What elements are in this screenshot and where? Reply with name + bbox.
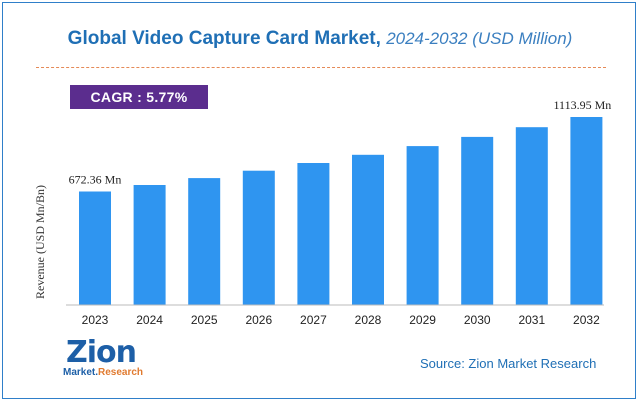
x-tick-2025: 2025	[191, 313, 218, 327]
x-tick-2030: 2030	[464, 313, 491, 327]
bar-2028	[352, 154, 384, 305]
y-axis-label: Revenue (USD Mn/Bn)	[33, 185, 47, 299]
title-divider	[36, 67, 606, 68]
bar-2025	[188, 178, 221, 305]
bar-2031	[515, 127, 548, 305]
logo-tagline: Market.Research	[63, 367, 143, 378]
x-tick-2027: 2027	[300, 313, 327, 327]
bar-2030	[461, 136, 494, 305]
x-tick-2024: 2024	[136, 313, 163, 327]
bar-2026	[242, 170, 275, 305]
title-sub: 2024-2032 (USD Million)	[386, 29, 573, 48]
chart-title: Global Video Capture Card Market, 2024-2…	[0, 28, 640, 50]
bars-group	[79, 117, 603, 305]
logo-tagline-a: Market.	[63, 367, 99, 378]
cagr-badge: CAGR : 5.77%	[70, 85, 208, 109]
logo-tagline-b: Research	[98, 367, 144, 378]
title-main: Global Video Capture Card Market,	[67, 28, 381, 49]
data-label-2032: 1113.95 Mn	[554, 98, 612, 112]
bar-2029	[406, 146, 439, 305]
annotations-group: 672.36 Mn 1113.95 Mn	[69, 98, 612, 187]
x-tick-labels: 2023 2024 2025 2026 2027 2028 2029 2030 2031 2032	[82, 313, 600, 327]
source-note: Source: Zion Market Research	[420, 356, 597, 371]
zion-logo: Zion Market.Research	[60, 336, 160, 384]
bar-2024	[133, 185, 166, 305]
bar-2023	[79, 191, 111, 305]
x-tick-2026: 2026	[245, 313, 272, 327]
x-tick-2031: 2031	[518, 313, 545, 327]
x-tick-2023: 2023	[82, 313, 109, 327]
bar-2032	[570, 117, 603, 305]
data-label-2023: 672.36 Mn	[69, 173, 122, 187]
x-tick-2029: 2029	[409, 313, 436, 327]
bar-2027	[297, 163, 330, 305]
x-tick-2028: 2028	[355, 313, 382, 327]
x-tick-2032: 2032	[573, 313, 600, 327]
logo-wordmark: Zion	[66, 335, 137, 370]
